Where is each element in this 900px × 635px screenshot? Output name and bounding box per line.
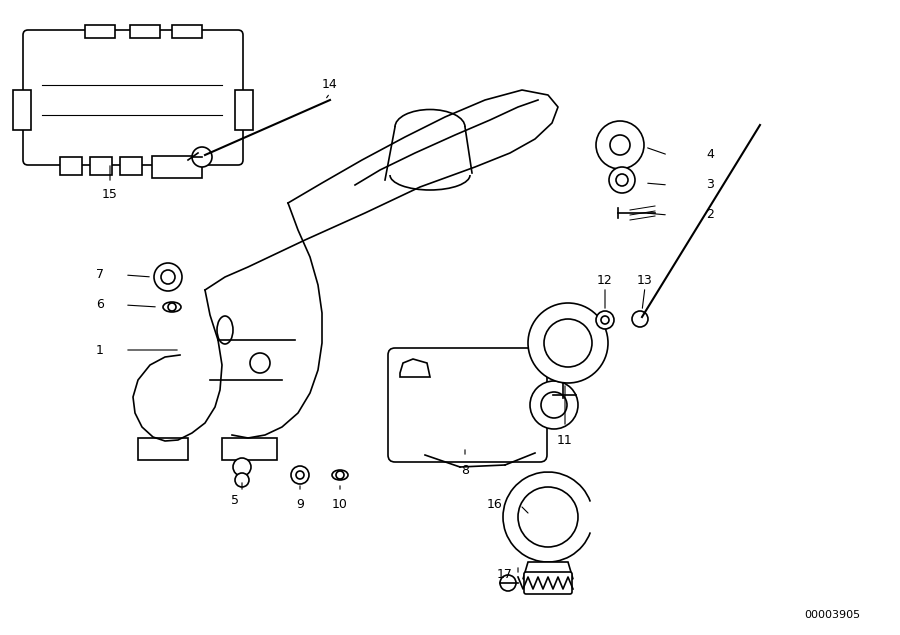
Text: 6: 6 xyxy=(96,298,104,312)
Circle shape xyxy=(336,471,344,479)
Ellipse shape xyxy=(163,302,181,312)
Polygon shape xyxy=(523,562,573,579)
Text: 14: 14 xyxy=(322,79,338,91)
Bar xyxy=(172,25,202,38)
Text: 10: 10 xyxy=(332,498,348,512)
FancyBboxPatch shape xyxy=(524,572,572,594)
Text: 8: 8 xyxy=(461,464,469,476)
Text: 13: 13 xyxy=(637,274,652,286)
Ellipse shape xyxy=(217,316,233,344)
Text: 00003905: 00003905 xyxy=(804,610,860,620)
Polygon shape xyxy=(400,359,430,377)
Circle shape xyxy=(154,263,182,291)
Bar xyxy=(130,25,160,38)
Text: 3: 3 xyxy=(706,178,714,192)
Text: 1: 1 xyxy=(96,344,104,356)
Circle shape xyxy=(541,392,567,418)
Bar xyxy=(90,157,112,175)
Bar xyxy=(138,438,188,460)
Circle shape xyxy=(528,303,608,383)
Circle shape xyxy=(235,473,249,487)
Text: 4: 4 xyxy=(706,149,714,161)
Circle shape xyxy=(500,575,516,591)
Circle shape xyxy=(601,316,609,324)
Text: 7: 7 xyxy=(96,269,104,281)
Text: 11: 11 xyxy=(557,434,573,446)
Text: 12: 12 xyxy=(597,274,613,286)
Circle shape xyxy=(596,311,614,329)
Text: 16: 16 xyxy=(487,498,503,512)
Circle shape xyxy=(250,353,270,373)
Text: 5: 5 xyxy=(231,493,239,507)
Circle shape xyxy=(609,167,635,193)
Circle shape xyxy=(233,458,251,476)
Bar xyxy=(152,156,202,178)
Circle shape xyxy=(168,303,176,311)
FancyBboxPatch shape xyxy=(23,30,243,165)
Bar xyxy=(13,90,31,130)
Bar xyxy=(85,25,115,38)
Circle shape xyxy=(632,311,648,327)
Ellipse shape xyxy=(332,470,348,480)
Circle shape xyxy=(291,466,309,484)
Bar xyxy=(60,157,82,175)
Bar xyxy=(120,157,142,175)
Text: 9: 9 xyxy=(296,498,304,512)
Circle shape xyxy=(544,319,592,367)
Circle shape xyxy=(161,270,175,284)
Circle shape xyxy=(616,174,628,186)
Circle shape xyxy=(610,135,630,155)
Bar xyxy=(235,90,253,130)
Circle shape xyxy=(192,147,212,167)
Text: 15: 15 xyxy=(102,189,118,201)
FancyBboxPatch shape xyxy=(388,348,547,462)
Circle shape xyxy=(530,381,578,429)
Circle shape xyxy=(596,121,644,169)
Text: 2: 2 xyxy=(706,208,714,222)
Bar xyxy=(222,438,277,460)
Text: 17: 17 xyxy=(497,568,513,582)
Circle shape xyxy=(296,471,304,479)
